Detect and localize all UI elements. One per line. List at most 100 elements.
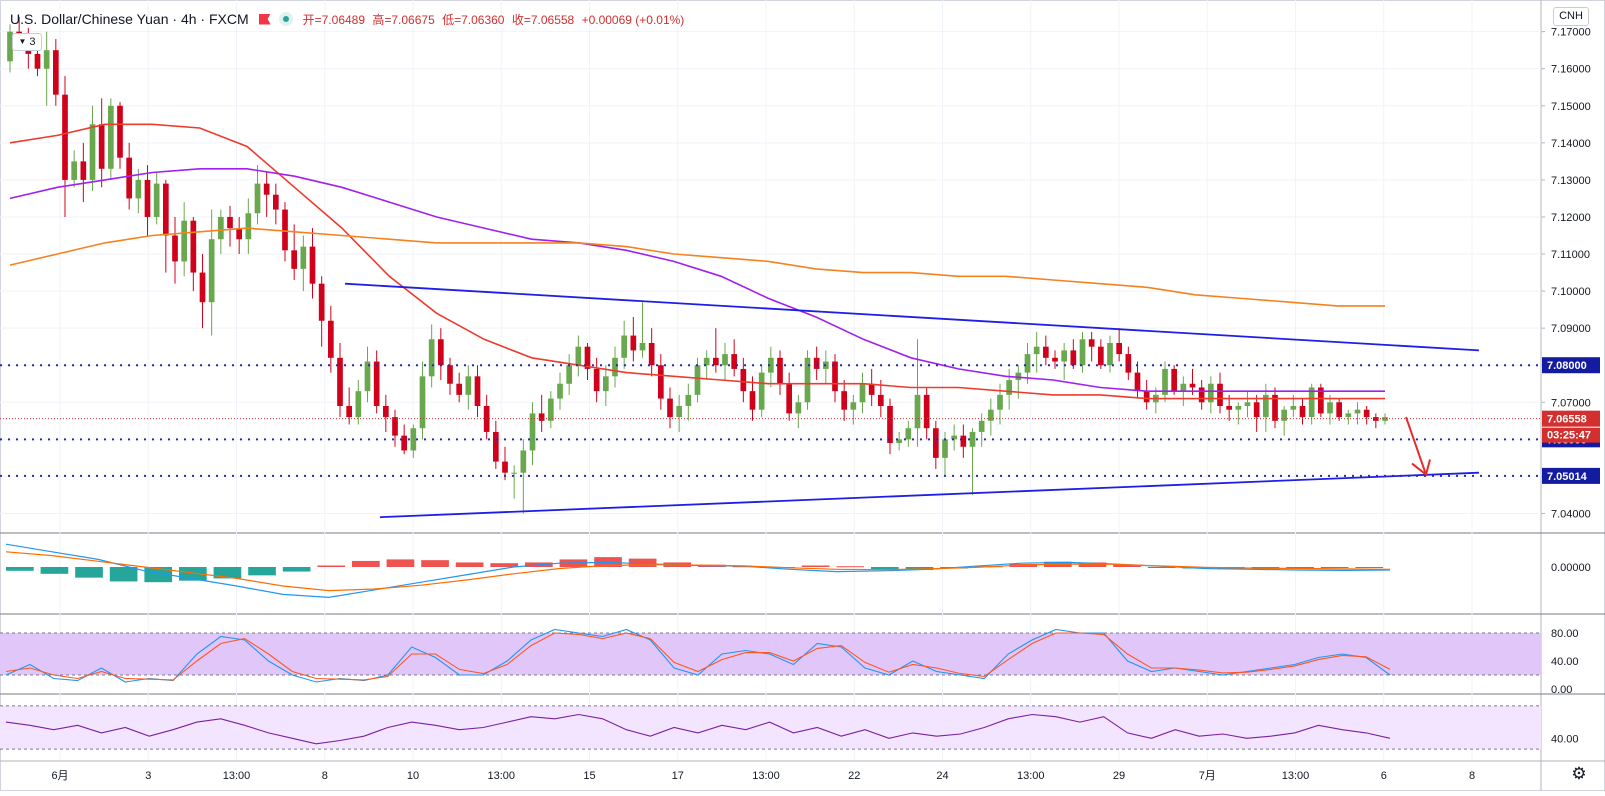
time-tick-label: 6 [1381,770,1387,782]
candle-down [1253,402,1260,418]
price-tick-label: 7.17000 [1551,27,1591,39]
candle-up [978,420,985,432]
candle-up [896,439,903,444]
rsi-line [5,713,1391,745]
candle-down [593,368,600,392]
time-tick-label: 7月 [1199,770,1216,782]
candle-down [749,391,756,410]
time-tick-label: 22 [848,770,860,782]
candle-down [327,320,334,358]
candle-down [263,183,270,195]
moving-average-line [9,227,1385,307]
symbol-title[interactable]: U.S. Dollar/Chinese Yuan · 4h · FXCM [10,11,249,27]
candle-up [511,472,518,474]
candle-down [923,394,930,429]
candle-down [1052,357,1058,362]
price-tick-label: 7.09000 [1551,323,1591,335]
macd-histogram-bar [248,567,276,576]
candle-down [492,431,499,462]
time-tick-label: 3 [145,770,151,782]
price-tick-label: 7.15000 [1551,101,1591,113]
candle-up [245,213,252,240]
time-tick-label: 13:00 [752,770,780,782]
chevron-down-icon: ▼ [18,37,27,46]
symbol-legend[interactable]: U.S. Dollar/Chinese Yuan · 4h · FXCM 开=7… [10,8,688,30]
candle-down [1097,346,1104,366]
time-tick-label: 8 [1469,770,1475,782]
candle-up [795,402,802,414]
candle-down [474,376,481,406]
moving-average-line [9,123,1385,400]
candle-up [566,365,573,384]
ohlc-change: +0.00069 (+0.01%) [581,12,685,27]
macd-histogram-bar [40,567,69,574]
level-label-box [1542,357,1600,374]
candle-down [382,405,389,418]
candle-up [1327,402,1333,414]
candle-down [227,216,233,229]
candle-down [657,365,664,399]
candle-down [373,361,380,406]
candle-down [1088,339,1095,347]
time-tick-label: 15 [583,770,595,782]
down-arrow-shaft [1405,416,1427,475]
candle-down [740,368,747,392]
candle-down [1070,350,1077,366]
level-label: 7.08000 [1547,360,1587,372]
gear-icon[interactable]: ⚙ [1571,764,1587,783]
candle-up [1180,383,1187,392]
candle-down [841,391,848,410]
macd-histogram-bar [421,560,449,567]
flag-icon[interactable] [258,13,271,25]
candle-up [217,216,224,240]
candle-down [1171,368,1178,392]
price-tick-label: 7.07000 [1551,397,1591,409]
level-label: 7.05014 [1547,471,1588,483]
candle-up [364,361,371,392]
candle-up [71,161,78,180]
candle-up [1024,354,1031,373]
candle-up [557,383,563,399]
candle-down [98,124,105,169]
candle-down [1226,405,1233,410]
candle-up [419,376,426,429]
price-tick-label: 7.12000 [1551,212,1591,224]
market-status-icon[interactable] [278,12,293,26]
candle-down [1336,402,1343,418]
candle-up [703,357,710,366]
candle-down [437,339,444,366]
currency-badge[interactable]: CNH [1553,7,1589,26]
time-tick-label: 13:00 [487,770,515,782]
candle-up [676,405,683,418]
time-tick-label: 8 [322,770,328,782]
candle-up [89,124,96,180]
countdown-label: 03:25:47 [1547,430,1591,442]
candle-down [1042,346,1049,358]
ohlc-high: 高=7.06675 [372,12,435,27]
candle-down [887,405,893,444]
candle-up [987,409,994,421]
time-tick-label: 13:00 [223,770,251,782]
candle-up [758,372,765,410]
stochastic-line [5,628,1391,683]
macd-histogram-bar [317,565,346,567]
candle-up [905,428,912,440]
candle-up [1006,380,1013,395]
candle-up [575,346,582,366]
macd-histogram-bar [6,567,34,571]
level-label-box [1542,467,1600,484]
candle-up [1354,409,1361,414]
candle-up [7,31,13,62]
indicator-toggle-button[interactable]: ▼ 3 [12,33,42,51]
price-tick-label: 7.16000 [1551,64,1591,76]
macd-histogram-bar [282,567,311,572]
macd-histogram-bar [1355,567,1384,568]
candle-up [428,339,435,377]
macd-histogram-bar [455,562,484,567]
candle-up [685,394,692,406]
countdown-box [1542,427,1600,443]
macd-histogram-bar [75,567,103,578]
time-tick-label: 10 [407,770,419,782]
